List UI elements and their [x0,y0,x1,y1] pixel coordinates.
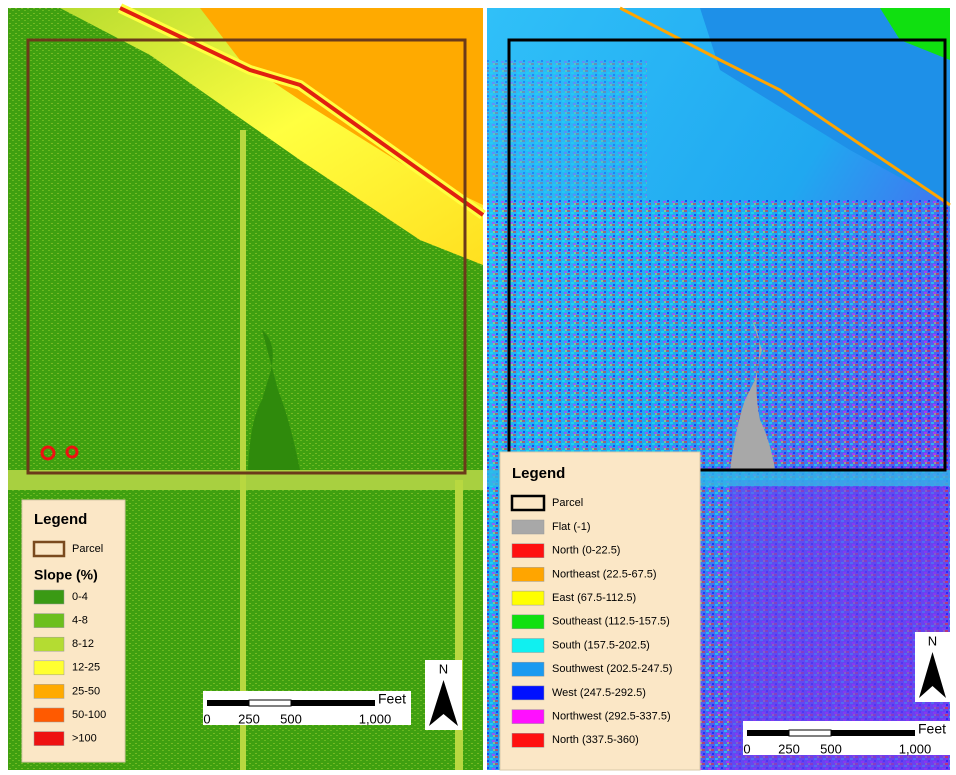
legend-title: Legend [512,465,565,482]
legend-swatch [512,544,544,558]
scale-label: 0 [203,711,210,726]
texture [487,60,647,200]
legend-swatch [512,567,544,581]
legend-swatch [34,637,64,651]
scale-label: 250 [778,741,800,756]
scale-segment [831,730,915,736]
legend-label: 8-12 [72,638,94,650]
scale-bar: 0 250 500 1,000 Feet [203,691,411,727]
scale-segment [291,700,375,706]
north-arrow: N [915,632,950,702]
legend-box [22,500,125,762]
legend-label: 50-100 [72,709,106,721]
scale-bar: 0 250 500 1,000 Feet [743,721,951,757]
map-figure: Legend Parcel Slope (%) 0-4 4-8 8-12 12-25 25-5… [0,0,956,775]
legend-swatch [34,590,64,604]
legend-title: Legend [34,511,87,528]
legend: Legend Parcel Slope (%) 0-4 4-8 8-12 12-25 25-5… [22,500,125,762]
legend-swatch [512,615,544,629]
legend-label: North (337.5-360) [552,734,639,746]
legend-swatch [34,614,64,628]
scale-unit: Feet [918,721,946,737]
legend: Legend Parcel Flat (-1) North (0-22.5) North… [500,452,700,770]
legend-label: Parcel [552,497,583,509]
scale-label: 1,000 [899,741,932,756]
legend-label: 0-4 [72,591,88,603]
legend-heading: Slope (%) [34,567,98,583]
legend-label: North (0-22.5) [552,545,620,557]
legend-swatch [512,686,544,700]
scale-label: 500 [820,741,842,756]
scale-segment [207,700,249,706]
legend-label: 4-8 [72,615,88,627]
legend-swatch [34,661,64,675]
scale-unit: Feet [378,691,406,707]
scale-label: 0 [743,741,750,756]
legend-label: >100 [72,733,97,745]
legend-label: Northwest (292.5-337.5) [552,711,671,723]
legend-label: 12-25 [72,662,100,674]
legend-swatch [512,591,544,605]
legend-label: West (247.5-292.5) [552,687,646,699]
legend-label: 25-50 [72,685,100,697]
scale-segment [747,730,789,736]
scale-label: 500 [280,711,302,726]
scale-segment [249,700,291,706]
legend-swatch [34,732,64,746]
legend-swatch [512,662,544,676]
field-line [240,130,246,770]
legend-swatch [512,520,544,534]
legend-swatch [34,708,64,722]
legend-swatch [512,733,544,747]
scale-segment [789,730,831,736]
scale-label: 250 [238,711,260,726]
legend-swatch [512,710,544,724]
north-arrow: N [425,660,462,730]
legend-swatch [34,684,64,698]
legend-label: Northeast (22.5-67.5) [552,568,657,580]
north-label: N [928,633,937,648]
legend-label: East (67.5-112.5) [552,592,636,604]
legend-label: South (157.5-202.5) [552,639,650,651]
legend-label: Southeast (112.5-157.5) [552,616,670,628]
legend-swatch [512,639,544,653]
scale-label: 1,000 [359,711,392,726]
north-label: N [439,661,448,676]
legend-label: Parcel [72,543,103,555]
legend-label: Southwest (202.5-247.5) [552,663,672,675]
legend-label: Flat (-1) [552,521,591,533]
